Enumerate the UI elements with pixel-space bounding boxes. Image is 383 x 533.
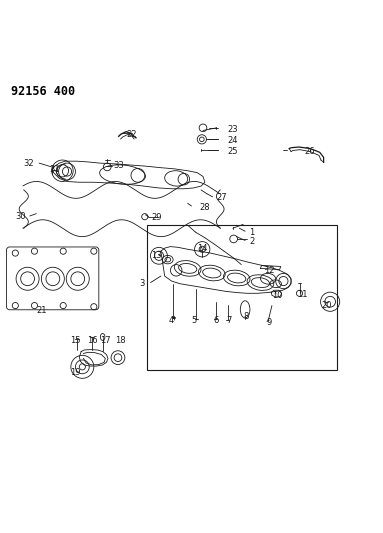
Text: 26: 26 — [304, 147, 315, 156]
Text: 27: 27 — [216, 193, 227, 202]
Text: 92156 400: 92156 400 — [11, 85, 75, 98]
Bar — [147, 225, 337, 370]
Text: 32: 32 — [23, 159, 34, 167]
Text: 29: 29 — [151, 213, 162, 222]
Text: 16: 16 — [87, 336, 98, 344]
Text: 1: 1 — [249, 228, 254, 237]
Text: 14: 14 — [197, 244, 208, 253]
Text: 8: 8 — [243, 312, 249, 321]
Text: 25: 25 — [228, 147, 238, 156]
Text: 7: 7 — [226, 317, 231, 325]
Text: 11: 11 — [297, 289, 307, 298]
Text: 15: 15 — [70, 336, 80, 344]
Text: 28: 28 — [199, 203, 210, 212]
Text: 6: 6 — [214, 316, 219, 325]
Text: 21: 21 — [36, 306, 47, 315]
Text: 18: 18 — [115, 336, 126, 344]
Text: 17: 17 — [100, 336, 111, 344]
Text: 20: 20 — [322, 301, 332, 310]
Text: 4: 4 — [169, 317, 174, 325]
Text: 12: 12 — [264, 266, 275, 275]
Text: 19: 19 — [70, 368, 80, 377]
Text: 9: 9 — [266, 318, 272, 327]
Text: 24: 24 — [228, 136, 238, 146]
Text: 30: 30 — [15, 212, 26, 221]
Text: 10: 10 — [272, 290, 282, 300]
Text: 2: 2 — [249, 237, 254, 246]
Text: 5: 5 — [192, 317, 197, 325]
Text: 33: 33 — [113, 161, 124, 170]
Text: 22: 22 — [126, 130, 137, 139]
Polygon shape — [260, 265, 281, 270]
Text: 13: 13 — [151, 251, 162, 260]
Text: 3: 3 — [140, 279, 145, 288]
Text: 23: 23 — [228, 125, 239, 134]
Text: 31: 31 — [50, 165, 61, 174]
